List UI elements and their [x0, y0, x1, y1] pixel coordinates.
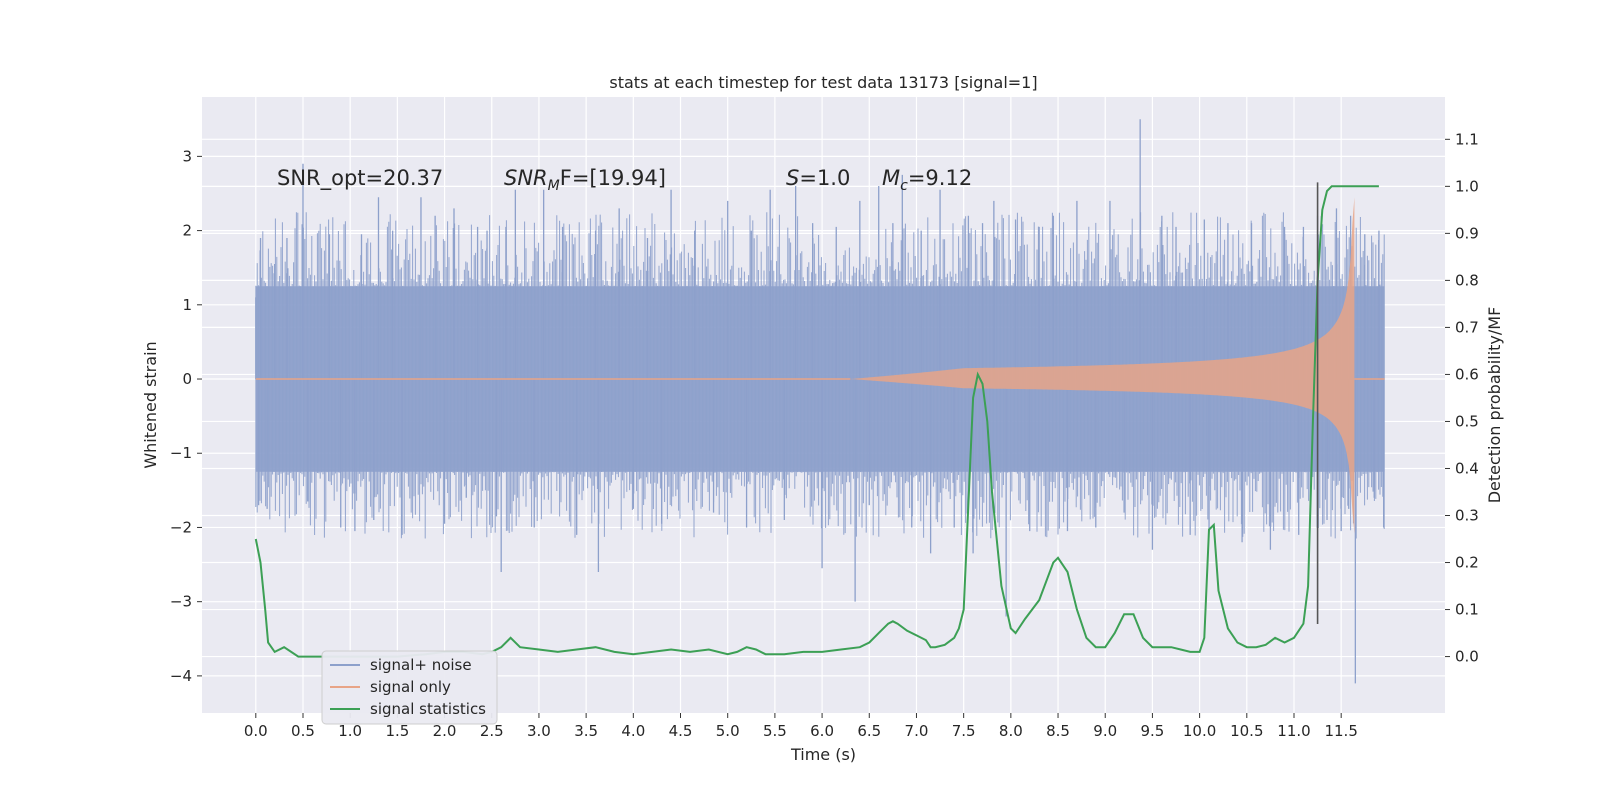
axes: 0.0 0.5 1.0 1.5 2.0 2.5 3.0 3.5 4.0 4.5 5.0 5.5 6.0 6…	[170, 130, 1479, 740]
x-tick-label: 7.5	[952, 722, 976, 740]
s-annotation: S=1.0	[786, 166, 850, 190]
y2-tick-label: 0.0	[1455, 648, 1479, 666]
chirp-envelope	[850, 197, 1355, 534]
x-tick-label: 0.0	[244, 722, 268, 740]
stats-series	[254, 185, 1379, 658]
snr-mf-value: F=[19.94]	[560, 166, 666, 190]
x-tick-label: 1.5	[385, 722, 409, 740]
x-tick-label: 7.0	[905, 722, 929, 740]
mc-annotation: Mc=9.12	[882, 166, 972, 194]
x-tick-label: 10.0	[1183, 722, 1216, 740]
y2-tick-label: 0.7	[1455, 318, 1479, 336]
x-tick-label: 9.5	[1140, 722, 1164, 740]
mc-symbol: M	[882, 166, 900, 190]
x-tick-label: 8.5	[1046, 722, 1070, 740]
y2-tick-label: 0.5	[1455, 412, 1479, 430]
x-tick-label: 6.0	[810, 722, 834, 740]
x-tick-label: 5.0	[716, 722, 740, 740]
snr-mf-base: SNR	[504, 166, 548, 190]
x-tick-label: 2.5	[480, 722, 504, 740]
snr-mf-sub: M	[548, 178, 560, 194]
y-tick-label: −2	[170, 518, 192, 536]
x-tick-label: 8.0	[999, 722, 1023, 740]
s-symbol: S	[786, 166, 799, 190]
x-tick-label: 6.5	[857, 722, 881, 740]
legend: signal+ noise signal only signal statistic…	[321, 650, 498, 725]
x-tick-label: 11.0	[1277, 722, 1310, 740]
y2-tick-label: 0.3	[1455, 507, 1479, 525]
x-tick-label: 5.5	[763, 722, 787, 740]
s-value: =1.0	[799, 166, 850, 190]
x-tick-label: 3.5	[574, 722, 598, 740]
y-tick-label: −3	[170, 593, 192, 611]
x-tick-label: 2.0	[433, 722, 457, 740]
y-tick-label: 2	[182, 222, 192, 240]
y2-tick-label: 0.8	[1455, 271, 1479, 289]
legend-box	[321, 650, 498, 725]
y-tick-label: −4	[170, 667, 192, 685]
x-tick-label: 9.0	[1093, 722, 1117, 740]
x-axis-label: Time (s)	[790, 745, 856, 764]
y2-axis-label: Detection probability/MF	[1485, 307, 1504, 504]
y-tick-label: 3	[182, 147, 192, 165]
y-tick-label: −1	[170, 444, 192, 462]
y2-tick-label: 1.1	[1455, 130, 1479, 148]
y2-tick-label: 1.0	[1455, 177, 1479, 195]
y-tick-label: 0	[182, 370, 192, 388]
legend-label: signal+ noise	[370, 656, 472, 674]
snr-mf-annotation: SNRMF=[19.94]	[504, 166, 666, 194]
y-tick-label: 1	[182, 296, 192, 314]
y2-tick-label: 0.4	[1455, 459, 1479, 477]
x-tick-label: 1.0	[338, 722, 362, 740]
x-tick-label: 4.5	[669, 722, 693, 740]
y-axis-label: Whitened strain	[141, 341, 160, 468]
y2-tick-label: 0.6	[1455, 365, 1479, 383]
y2-tick-label: 0.9	[1455, 224, 1479, 242]
x-tick-label: 4.0	[621, 722, 645, 740]
stats-line	[254, 185, 1379, 658]
labels: stats at each timestep for test data 131…	[141, 73, 1504, 764]
y2-tick-label: 0.1	[1455, 601, 1479, 619]
x-tick-label: 0.5	[291, 722, 315, 740]
chart-title: stats at each timestep for test data 131…	[609, 73, 1037, 92]
mc-value: =9.12	[908, 166, 972, 190]
x-tick-label: 10.5	[1230, 722, 1263, 740]
legend-label: signal only	[370, 678, 451, 696]
x-tick-label: 3.0	[527, 722, 551, 740]
x-tick-label: 11.5	[1324, 722, 1357, 740]
legend-label: signal statistics	[370, 700, 486, 718]
chirp-series	[255, 197, 1385, 534]
y2-tick-label: 0.2	[1455, 554, 1479, 572]
mc-subscript: c	[900, 178, 908, 194]
snr-opt-annotation: SNR_opt=20.37	[277, 166, 443, 191]
